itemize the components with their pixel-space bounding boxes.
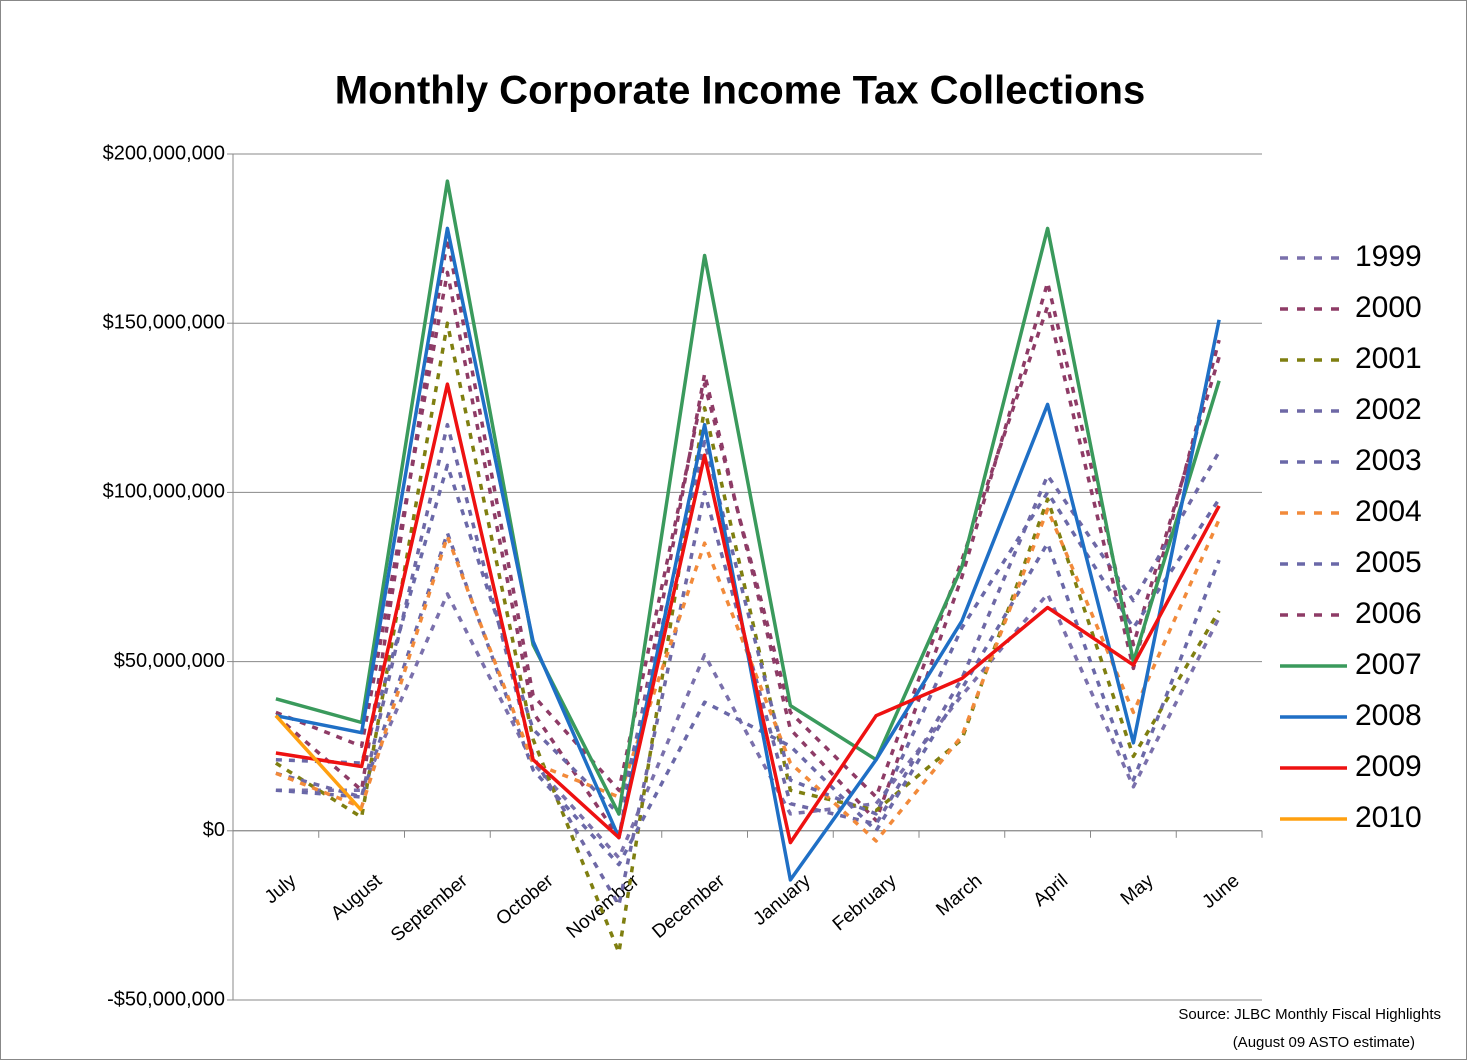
series-line [275,422,1221,907]
legend-label: 2002 [1355,393,1422,426]
series-line [274,714,363,812]
series-line [275,382,1221,845]
source-note: (August 09 ASTO estimate) [1233,1034,1415,1051]
legend-label: 2006 [1355,597,1422,630]
series-line [274,236,1221,799]
series-line [275,179,1221,816]
legend-label: 2004 [1355,495,1422,528]
legend-label: 2010 [1355,801,1422,834]
y-tick-label: -$50,000,000 [107,988,225,1010]
legend-label: 2007 [1355,648,1422,681]
y-tick-label: $50,000,000 [114,650,225,672]
series-line [275,531,1221,867]
legend-label: 2003 [1355,444,1422,477]
series-line [274,321,1221,955]
legend-label: 2009 [1355,750,1422,783]
y-tick-label: $100,000,000 [103,481,225,503]
legend-label: 1999 [1355,240,1422,273]
legend-label: 2000 [1355,291,1422,324]
series-line [275,592,1221,860]
y-tick-label: $200,000,000 [103,142,225,164]
source-note: Source: JLBC Monthly Fiscal Highlights [1178,1006,1441,1023]
y-tick-label: $0 [203,819,225,841]
legend-label: 2001 [1355,342,1422,375]
legend-label: 2008 [1355,699,1422,732]
y-tick-label: $150,000,000 [103,311,225,333]
legend-label: 2005 [1355,546,1422,579]
chart-title: Monthly Corporate Income Tax Collections [335,69,1145,113]
